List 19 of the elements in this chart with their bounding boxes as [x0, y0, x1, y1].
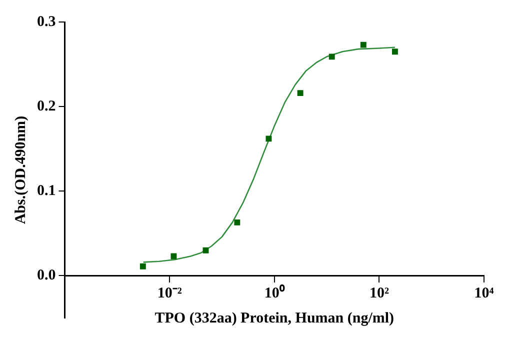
point [202, 247, 209, 254]
point [170, 253, 177, 260]
point [328, 54, 335, 60]
y-tick-label: 0.1 [37, 183, 56, 200]
x-tick-label: 10⁰ [264, 284, 286, 302]
point [360, 42, 366, 48]
x-tick-label: 10² [369, 286, 390, 302]
y-tick-label: 0.3 [37, 14, 56, 30]
y-axis-title: Abs.(OD.490nm) [12, 116, 29, 224]
point [297, 90, 304, 96]
y-tick-label: 0.2 [37, 98, 56, 114]
x-tick-label: 10⁴ [474, 286, 494, 302]
point [266, 136, 272, 142]
x-tick-label: 10⁻² [157, 286, 182, 302]
y-tick-label: 0.0 [37, 268, 56, 284]
point [234, 219, 240, 226]
point [392, 48, 398, 55]
point [140, 263, 146, 270]
x-axis-title: TPO (332aa) Protein, Human (ng/ml) [154, 310, 394, 327]
